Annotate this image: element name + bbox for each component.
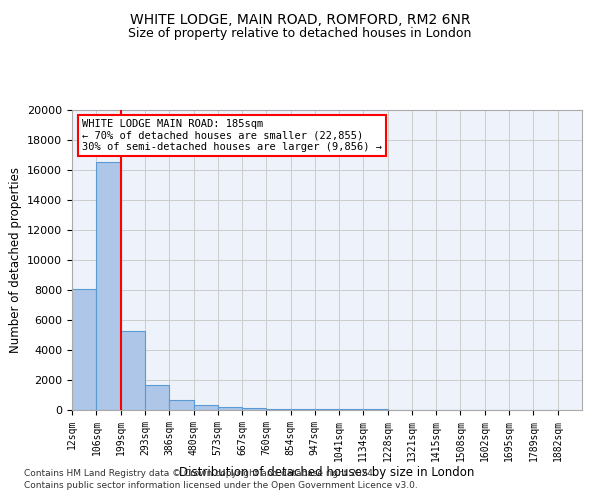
Bar (266, 408, 290, 410)
Bar (242, 408, 266, 410)
Bar (315, 409, 339, 410)
Bar (97, 162, 121, 410)
X-axis label: Distribution of detached houses by size in London: Distribution of detached houses by size … (179, 466, 475, 479)
Text: WHITE LODGE, MAIN ROAD, ROMFORD, RM2 6NR: WHITE LODGE, MAIN ROAD, ROMFORD, RM2 6NR (130, 12, 470, 26)
Bar (194, 405, 218, 410)
Bar (218, 407, 242, 410)
Text: WHITE LODGE MAIN ROAD: 185sqm
← 70% of detached houses are smaller (22,855)
30% : WHITE LODGE MAIN ROAD: 185sqm ← 70% of d… (82, 119, 382, 152)
Text: Size of property relative to detached houses in London: Size of property relative to detached ho… (128, 28, 472, 40)
Text: Contains public sector information licensed under the Open Government Licence v3: Contains public sector information licen… (24, 481, 418, 490)
Bar (72, 289, 97, 410)
Bar (145, 384, 169, 410)
Bar (169, 400, 194, 410)
Bar (121, 330, 145, 410)
Y-axis label: Number of detached properties: Number of detached properties (8, 167, 22, 353)
Text: Contains HM Land Registry data © Crown copyright and database right 2024.: Contains HM Land Registry data © Crown c… (24, 468, 376, 477)
Bar (290, 409, 315, 410)
